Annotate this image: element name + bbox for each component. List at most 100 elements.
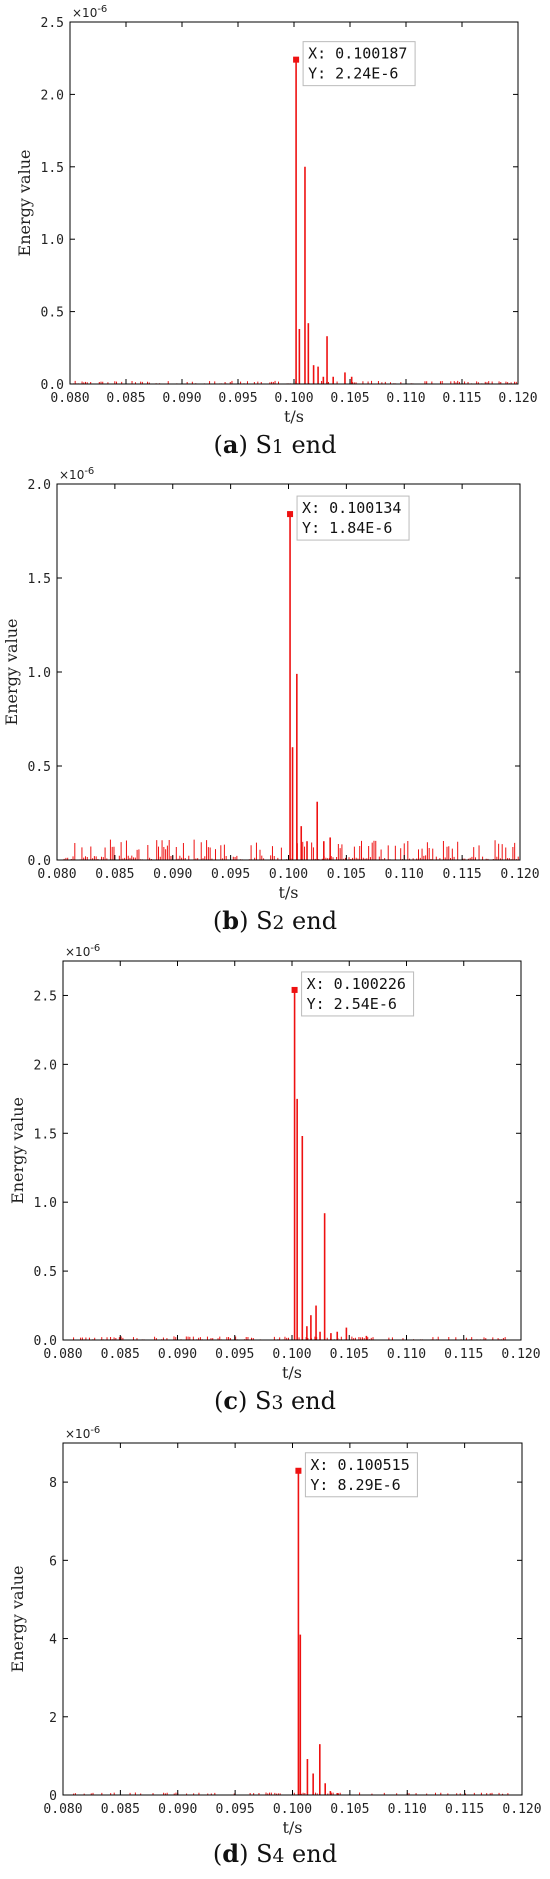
y-tick-label: 6 xyxy=(49,1554,57,1569)
y-tick-label: 1.5 xyxy=(34,1127,57,1142)
y-tick-label: 1.0 xyxy=(34,1196,57,1211)
y-tick-label: 2.0 xyxy=(41,88,64,103)
annotation-marker xyxy=(291,986,298,993)
y-axis-label: Energy value xyxy=(15,150,34,257)
y-tick-label: 1.5 xyxy=(41,161,64,176)
y-tick-label: 1.5 xyxy=(28,572,51,587)
y-tick-label: 2 xyxy=(49,1711,57,1726)
series-group xyxy=(69,59,519,384)
caption-suffix: end xyxy=(284,907,338,935)
caption-prefix: S xyxy=(254,1387,272,1415)
x-tick-label: 0.095 xyxy=(218,391,257,406)
series-group xyxy=(62,989,522,1340)
x-tick-label: 0.115 xyxy=(443,867,482,882)
x-axis-label: t/s xyxy=(282,1818,302,1837)
plot-frame xyxy=(56,483,521,861)
y-axis-label: Energy value xyxy=(8,1097,27,1204)
chart-panel-c: 0.080 0.085 0.090 0.095 0.100 0.105 0.110 0.115… xyxy=(0,943,550,1426)
x-axis-label: t/s xyxy=(278,883,298,902)
chart-svg: 0.080 0.085 0.090 0.095 0.100 0.105 0.110 0.115… xyxy=(15,4,538,426)
x-tick-label: 0.105 xyxy=(330,1347,369,1362)
panel-letter: d xyxy=(222,1839,240,1868)
exponent-power: -6 xyxy=(90,1425,100,1436)
annotation-x-text: X: 0.100187 xyxy=(308,45,407,63)
chart-panel-d: 0.080 0.085 0.090 0.095 0.100 0.105 0.110 0.115… xyxy=(0,1423,550,1879)
panel-letter: c xyxy=(223,1386,238,1415)
x-tick-label: 0.120 xyxy=(501,1347,540,1362)
x-axis-label: t/s xyxy=(282,1363,302,1382)
annotation-x-text: X: 0.100226 xyxy=(307,975,406,993)
exponent-power: -6 xyxy=(97,4,107,15)
exponent-base: ×10 xyxy=(72,6,97,20)
exponent-power: -6 xyxy=(84,466,94,477)
annotation-y-text: Y: 2.54E-6 xyxy=(307,995,397,1013)
x-tick-label: 0.085 xyxy=(95,867,134,882)
caption-prefix: S xyxy=(255,431,272,459)
y-tick-label: 4 xyxy=(49,1633,57,1648)
annotation-x-text: X: 0.100134 xyxy=(302,499,401,517)
y-tick-label: 1.0 xyxy=(28,666,51,681)
y-tick-label: 2.0 xyxy=(34,1058,57,1073)
x-tick-label: 0.095 xyxy=(216,1802,255,1817)
x-tick-label: 0.115 xyxy=(445,1802,484,1817)
y-tick-label: 0.5 xyxy=(28,760,51,775)
x-axis-label: t/s xyxy=(284,407,304,426)
x-tick-label: 0.080 xyxy=(43,1347,82,1362)
annotation-box xyxy=(296,495,410,541)
y-tick-label: 0.5 xyxy=(34,1265,57,1280)
y-exponent-label: ×10-6 xyxy=(65,943,100,959)
annotation-y-text: Y: 2.24E-6 xyxy=(308,65,398,83)
y-tick-label: 2.0 xyxy=(28,478,51,493)
x-tick-label: 0.110 xyxy=(388,1802,427,1817)
y-tick-label: 2.5 xyxy=(34,989,57,1004)
exponent-base: ×10 xyxy=(59,468,84,482)
x-tick-label: 0.120 xyxy=(498,391,537,406)
x-tick-label: 0.080 xyxy=(37,867,76,882)
x-tick-label: 0.090 xyxy=(162,391,201,406)
exponent-base: ×10 xyxy=(65,945,90,959)
panel-caption: (a) S1 end xyxy=(213,430,337,459)
x-tick-label: 0.085 xyxy=(106,391,145,406)
plot-frame xyxy=(62,1442,523,1796)
x-tick-label: 0.100 xyxy=(274,391,313,406)
annotation-box xyxy=(304,1452,418,1498)
caption-suffix: end xyxy=(283,1387,336,1415)
chart-panel-a: 0.080 0.085 0.090 0.095 0.100 0.105 0.110 0.115… xyxy=(0,0,550,470)
caption-prefix: S xyxy=(256,907,273,935)
x-tick-label: 0.080 xyxy=(43,1802,82,1817)
y-tick-label: 0.5 xyxy=(41,306,64,321)
x-tick-label: 0.105 xyxy=(327,867,366,882)
x-tick-label: 0.110 xyxy=(385,867,424,882)
annotation-y-text: Y: 1.84E-6 xyxy=(302,519,392,537)
annotation-x-text: X: 0.100515 xyxy=(310,1456,409,1474)
chart-svg: 0.080 0.085 0.090 0.095 0.100 0.105 0.110 0.115… xyxy=(8,943,541,1382)
panel-caption: (d) S4 end xyxy=(212,1839,338,1868)
annotation-box xyxy=(301,971,415,1017)
caption-subscript: 3 xyxy=(271,1393,284,1414)
x-tick-label: 0.090 xyxy=(153,867,192,882)
x-tick-label: 0.090 xyxy=(158,1347,197,1362)
x-tick-label: 0.120 xyxy=(502,1802,541,1817)
x-tick-label: 0.100 xyxy=(272,1347,311,1362)
x-tick-label: 0.080 xyxy=(50,391,89,406)
panel-letter: a xyxy=(222,430,239,459)
chart-svg: 0.080 0.085 0.090 0.095 0.100 0.105 0.110 0.115… xyxy=(2,466,540,902)
x-tick-label: 0.110 xyxy=(386,391,425,406)
caption-subscript: 2 xyxy=(272,913,285,934)
chart-panel-b: 0.080 0.085 0.090 0.095 0.100 0.105 0.110 0.115… xyxy=(0,466,550,946)
annotation-marker xyxy=(293,56,300,63)
x-tick-label: 0.100 xyxy=(269,867,308,882)
x-tick-label: 0.120 xyxy=(500,867,539,882)
annotation-box xyxy=(302,41,416,87)
caption-prefix: S xyxy=(256,1840,273,1868)
x-tick-label: 0.085 xyxy=(101,1347,140,1362)
exponent-base: ×10 xyxy=(65,1427,90,1441)
exponent-power: -6 xyxy=(90,943,100,954)
y-exponent-label: ×10-6 xyxy=(72,4,107,20)
y-tick-label: 2.5 xyxy=(41,16,64,31)
plot-frame xyxy=(62,960,522,1341)
y-exponent-label: ×10-6 xyxy=(65,1425,100,1441)
caption-subscript: 4 xyxy=(272,1846,285,1867)
x-tick-label: 0.105 xyxy=(330,1802,369,1817)
